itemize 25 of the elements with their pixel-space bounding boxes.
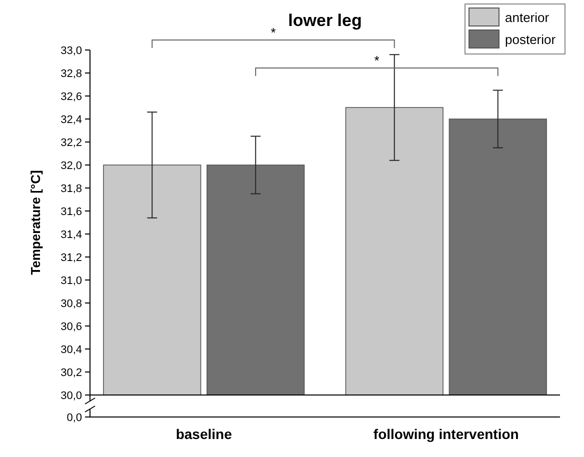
y-tick-label: 32,2 — [60, 136, 82, 149]
y-tick-label: 30,0 — [60, 390, 82, 402]
y-tick-label: 31,8 — [60, 182, 82, 195]
y-tick-label: 31,0 — [60, 274, 82, 287]
annotation: * — [374, 53, 380, 68]
x-tick-label: baseline — [176, 426, 232, 442]
text: 0,0 — [66, 412, 82, 424]
y-tick-label: 32,6 — [60, 90, 82, 103]
y-tick-label: 30,8 — [60, 298, 82, 310]
legend-label: anterior — [505, 10, 550, 25]
y-tick-label: 30,2 — [60, 366, 82, 379]
y-tick-label: 32,4 — [60, 114, 82, 126]
text: * — [270, 25, 276, 40]
y-axis-title: Temperature [°C] — [28, 170, 43, 275]
y-tick-label: 30,6 — [60, 320, 82, 333]
y-tick-label: 32,0 — [60, 160, 82, 172]
y-tick-label: 30,4 — [60, 344, 82, 356]
y-tick-label: 31,2 — [60, 252, 82, 264]
y-tick-label: 31,6 — [60, 206, 82, 218]
x-tick-label: following intervention — [373, 426, 519, 442]
chart-title: lower leg — [288, 11, 362, 30]
y-tick-label: 33,0 — [60, 44, 82, 57]
y-tick-label: 31,4 — [60, 228, 82, 241]
legend-label: posterior — [505, 32, 556, 47]
y-tick-label: 32,8 — [60, 68, 82, 80]
